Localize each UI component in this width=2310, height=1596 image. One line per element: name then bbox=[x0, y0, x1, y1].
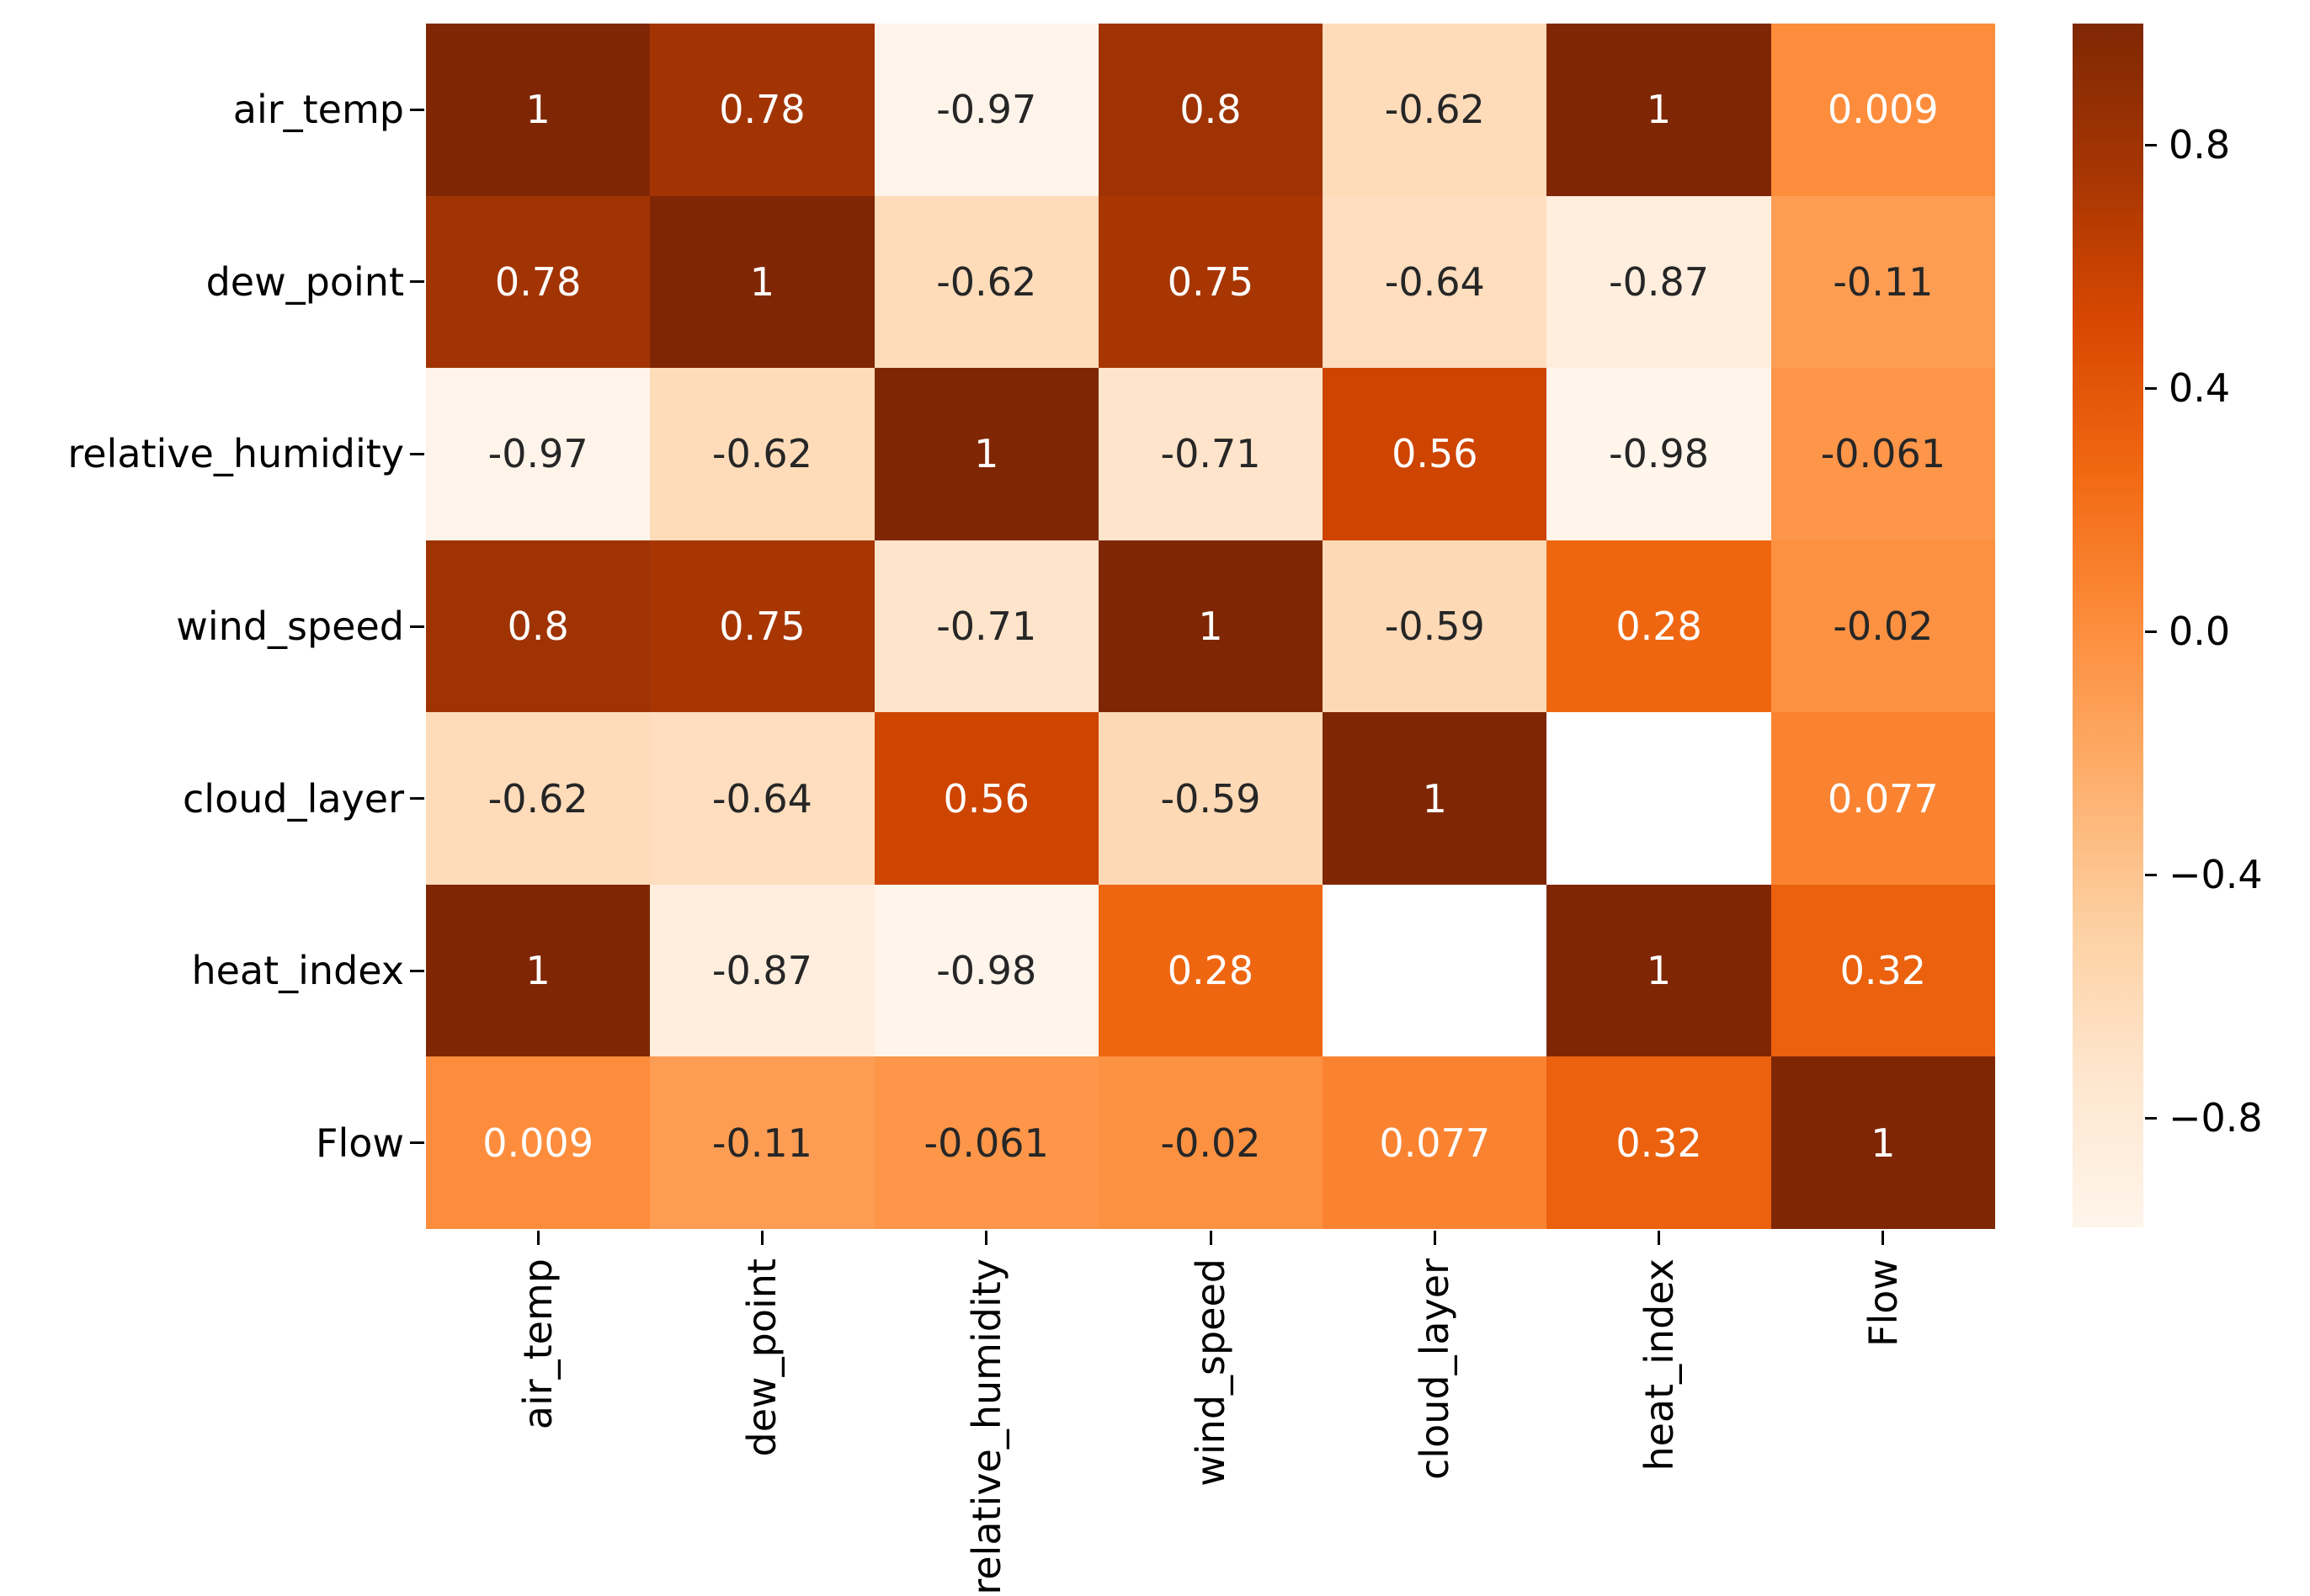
heatmap-cell-wind_speed-cloud_layer: -0.59 bbox=[1323, 540, 1547, 713]
x-tick-label: cloud_layer bbox=[1412, 1258, 1458, 1480]
heatmap-cell-Flow-cloud_layer: 0.077 bbox=[1323, 1056, 1547, 1229]
heatmap-cell-relative_humidity-dew_point: -0.62 bbox=[650, 368, 875, 540]
heatmap-cell-air_temp-air_temp: 1 bbox=[426, 24, 651, 196]
heatmap-cell-heat_index-dew_point: -0.87 bbox=[650, 884, 875, 1057]
heatmap-cell-heat_index-heat_index: 1 bbox=[1546, 884, 1771, 1057]
heatmap-cell-heat_index-Flow: 0.32 bbox=[1770, 884, 1995, 1057]
heatmap-cell-air_temp-cloud_layer: -0.62 bbox=[1323, 24, 1547, 196]
heatmap-cell-air_temp-Flow: 0.009 bbox=[1770, 24, 1995, 196]
x-tick-label-slot: relative_humidity bbox=[875, 1258, 1099, 1596]
x-tick-label-slot: heat_index bbox=[1546, 1258, 1770, 1596]
heatmap-cell-Flow-relative_humidity: -0.061 bbox=[874, 1056, 1099, 1229]
heatmap-cell-cloud_layer-air_temp: -0.62 bbox=[426, 712, 651, 885]
colorbar-tick-label: 0.8 bbox=[2169, 122, 2231, 168]
x-tick-label: air_temp bbox=[515, 1258, 562, 1430]
y-tick-mark bbox=[410, 452, 424, 455]
x-tick-mark bbox=[536, 1231, 540, 1245]
x-tick-label-slot: wind_speed bbox=[1099, 1258, 1323, 1596]
colorbar-tick-label: 0.0 bbox=[2169, 609, 2231, 655]
x-tick-mark bbox=[1882, 1231, 1885, 1245]
colorbar-tick-label: −0.4 bbox=[2169, 852, 2263, 898]
heatmap-cell-dew_point-dew_point: 1 bbox=[650, 195, 875, 369]
heatmap-cell-heat_index-air_temp: 1 bbox=[426, 884, 651, 1057]
heatmap-cell-wind_speed-air_temp: 0.8 bbox=[426, 540, 651, 713]
heatmap-cell-air_temp-dew_point: 0.78 bbox=[650, 24, 875, 196]
y-tick-label: wind_speed bbox=[176, 604, 404, 649]
x-tick-label: wind_speed bbox=[1187, 1258, 1233, 1487]
colorbar-tick-label: −0.8 bbox=[2169, 1095, 2263, 1141]
x-tick-mark bbox=[1209, 1231, 1212, 1245]
heatmap-cell-air_temp-relative_humidity: -0.97 bbox=[874, 24, 1099, 196]
y-tick-label: heat_index bbox=[191, 948, 404, 994]
heatmap-cell-cloud_layer-relative_humidity: 0.56 bbox=[874, 712, 1099, 885]
y-tick-mark bbox=[410, 280, 424, 284]
x-tick-label-slot: dew_point bbox=[650, 1258, 874, 1596]
colorbar-gradient bbox=[2073, 24, 2143, 1227]
heatmap-cell-cloud_layer-wind_speed: -0.59 bbox=[1098, 712, 1323, 885]
x-tick-label-slot: cloud_layer bbox=[1323, 1258, 1546, 1596]
x-tick-label: dew_point bbox=[739, 1258, 785, 1457]
x-tick-label: heat_index bbox=[1636, 1258, 1682, 1471]
heatmap-cell-wind_speed-dew_point: 0.75 bbox=[650, 540, 875, 713]
heatmap-cell-dew_point-relative_humidity: -0.62 bbox=[874, 195, 1099, 369]
x-tick-label: relative_humidity bbox=[963, 1258, 1009, 1595]
x-tick-mark bbox=[1658, 1231, 1661, 1245]
y-tick-mark bbox=[410, 1141, 424, 1145]
colorbar-tick-mark bbox=[2145, 143, 2157, 146]
y-tick-label: relative_humidity bbox=[67, 431, 404, 477]
heatmap-cell-Flow-air_temp: 0.009 bbox=[426, 1056, 651, 1229]
heatmap-cell-dew_point-wind_speed: 0.75 bbox=[1098, 195, 1323, 369]
heatmap-cell-heat_index-cloud_layer bbox=[1323, 884, 1547, 1057]
colorbar-tick-mark bbox=[2145, 630, 2157, 633]
heatmap-cell-Flow-wind_speed: -0.02 bbox=[1098, 1056, 1323, 1229]
heatmap-cell-dew_point-heat_index: -0.87 bbox=[1546, 195, 1771, 369]
x-tick-label-slot: air_temp bbox=[426, 1258, 650, 1596]
heatmap-cell-wind_speed-wind_speed: 1 bbox=[1098, 540, 1323, 713]
x-tick-label-slot: Flow bbox=[1771, 1258, 1995, 1596]
y-tick-label: Flow bbox=[315, 1120, 404, 1166]
heatmap-cell-cloud_layer-dew_point: -0.64 bbox=[650, 712, 875, 885]
y-tick-mark bbox=[410, 108, 424, 111]
heatmap-cell-relative_humidity-cloud_layer: 0.56 bbox=[1323, 368, 1547, 540]
heatmap-cell-Flow-dew_point: -0.11 bbox=[650, 1056, 875, 1229]
x-tick-mark bbox=[1433, 1231, 1436, 1245]
heatmap-grid: 1 0.78 -0.97 0.8 -0.62 1 0.009 0.78 1 -0.62 0.75 -0… bbox=[426, 24, 1995, 1229]
heatmap-cell-wind_speed-relative_humidity: -0.71 bbox=[874, 540, 1099, 713]
heatmap-cell-wind_speed-Flow: -0.02 bbox=[1770, 540, 1995, 713]
heatmap-cell-cloud_layer-heat_index bbox=[1546, 712, 1771, 885]
heatmap-cell-Flow-Flow: 1 bbox=[1770, 1056, 1995, 1229]
heatmap-cell-cloud_layer-cloud_layer: 1 bbox=[1323, 712, 1547, 885]
colorbar-tick-mark bbox=[2145, 873, 2157, 876]
heatmap-cell-dew_point-Flow: -0.11 bbox=[1770, 195, 1995, 369]
y-tick-mark bbox=[410, 625, 424, 628]
x-tick-mark bbox=[985, 1231, 988, 1245]
heatmap-cell-wind_speed-heat_index: 0.28 bbox=[1546, 540, 1771, 713]
heatmap-cell-cloud_layer-Flow: 0.077 bbox=[1770, 712, 1995, 885]
heatmap-cell-relative_humidity-Flow: -0.061 bbox=[1770, 368, 1995, 540]
y-tick-label: cloud_layer bbox=[183, 775, 404, 822]
heatmap-cell-air_temp-heat_index: 1 bbox=[1546, 24, 1771, 196]
colorbar-tick-mark bbox=[2145, 1116, 2157, 1120]
heatmap-cell-dew_point-cloud_layer: -0.64 bbox=[1323, 195, 1547, 369]
heatmap-cell-relative_humidity-wind_speed: -0.71 bbox=[1098, 368, 1323, 540]
y-tick-mark bbox=[410, 797, 424, 801]
colorbar-tick-mark bbox=[2145, 386, 2157, 390]
heatmap-cell-relative_humidity-air_temp: -0.97 bbox=[426, 368, 651, 540]
x-tick-label: Flow bbox=[1860, 1258, 1906, 1348]
colorbar-tick-label: 0.4 bbox=[2169, 365, 2231, 412]
y-tick-label: dew_point bbox=[205, 258, 404, 305]
heatmap-cell-air_temp-wind_speed: 0.8 bbox=[1098, 24, 1323, 196]
y-tick-mark bbox=[410, 969, 424, 972]
heatmap-cell-relative_humidity-heat_index: -0.98 bbox=[1546, 368, 1771, 540]
heatmap-cell-heat_index-relative_humidity: -0.98 bbox=[874, 884, 1099, 1057]
heatmap-cell-dew_point-air_temp: 0.78 bbox=[426, 195, 651, 369]
y-tick-label: air_temp bbox=[232, 87, 404, 133]
heatmap-cell-heat_index-wind_speed: 0.28 bbox=[1098, 884, 1323, 1057]
heatmap-cell-Flow-heat_index: 0.32 bbox=[1546, 1056, 1771, 1229]
heatmap-cell-relative_humidity-relative_humidity: 1 bbox=[874, 368, 1099, 540]
x-tick-mark bbox=[760, 1231, 764, 1245]
